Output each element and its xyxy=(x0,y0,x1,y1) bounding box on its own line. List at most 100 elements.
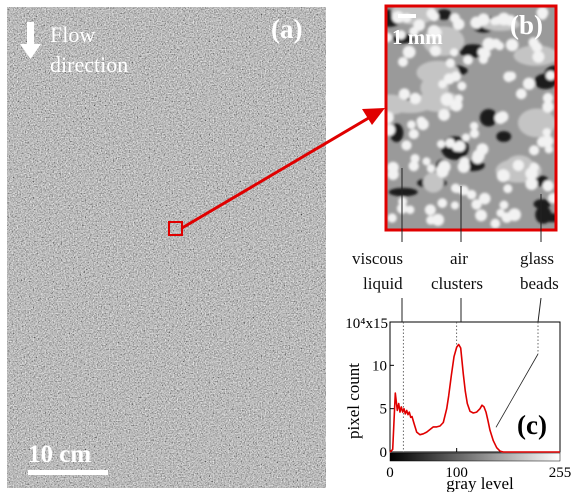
glass-bead xyxy=(532,51,545,63)
glass-bead xyxy=(437,139,446,149)
glass-bead xyxy=(478,54,489,64)
air-cluster xyxy=(387,94,409,115)
glass-bead xyxy=(542,180,554,192)
glass-bead xyxy=(542,101,554,113)
histogram-line xyxy=(389,343,560,453)
glass-bead xyxy=(438,160,451,174)
annotation-leader xyxy=(537,297,542,323)
glass-bead xyxy=(431,213,445,226)
glass-bead xyxy=(529,145,540,156)
glass-bead xyxy=(432,27,442,38)
glass-bead xyxy=(398,56,408,67)
glass-bead xyxy=(387,168,399,181)
glass-bead xyxy=(387,213,397,223)
liquid-pocket xyxy=(496,131,512,142)
liquid-pocket xyxy=(533,199,551,209)
glass-bead xyxy=(457,81,467,91)
glass-bead xyxy=(416,116,427,127)
glass-bead xyxy=(491,38,501,49)
glass-bead xyxy=(515,88,527,100)
glass-bead xyxy=(459,156,470,167)
glass-bead xyxy=(505,38,519,52)
glass-bead xyxy=(396,30,406,40)
x-tick-label: 100 xyxy=(445,465,468,481)
scale-bar-a-label: 10 cm xyxy=(28,441,91,468)
glass-bead xyxy=(475,209,488,222)
air-cluster xyxy=(422,172,444,193)
glass-bead xyxy=(470,16,483,29)
x-tick-label: 255 xyxy=(549,465,572,481)
glass-bead xyxy=(413,19,426,32)
glass-bead xyxy=(422,157,431,166)
glass-bead xyxy=(490,218,501,229)
glass-bead xyxy=(453,185,462,194)
glass-bead xyxy=(525,177,538,191)
glass-bead xyxy=(463,55,473,65)
liquid-pocket xyxy=(537,213,555,223)
glass-bead xyxy=(454,140,466,152)
glass-bead xyxy=(443,73,455,85)
liquid-pocket xyxy=(436,9,452,20)
glass-bead xyxy=(512,159,524,171)
zoom-source-box xyxy=(168,221,183,236)
glass-bead xyxy=(466,189,477,200)
x-tick-label: 0 xyxy=(386,465,394,481)
glass-bead xyxy=(408,128,419,140)
photo-b-frame xyxy=(384,4,558,232)
glass-bead xyxy=(387,123,396,136)
glass-bead xyxy=(471,199,482,210)
photo-a-texture xyxy=(7,7,326,488)
guide-line-glass xyxy=(495,353,539,428)
scale-bar-b-label: 1 mm xyxy=(392,25,443,49)
glass-bead xyxy=(387,111,394,124)
glass-bead xyxy=(450,201,460,210)
glass-bead xyxy=(542,135,554,147)
glass-bead xyxy=(449,13,460,24)
glass-bead xyxy=(387,32,393,43)
glass-bead xyxy=(501,212,513,223)
annotation-air-line2: clusters xyxy=(431,274,483,293)
glass-bead xyxy=(547,192,555,204)
glass-bead xyxy=(438,79,447,89)
panel-a-label: (a) xyxy=(271,14,302,44)
glass-bead xyxy=(544,145,554,154)
glass-bead xyxy=(537,9,548,20)
glass-bead xyxy=(503,184,513,194)
glass-bead xyxy=(493,15,503,25)
annotation-viscous-line1: viscous xyxy=(352,249,403,268)
glass-bead xyxy=(525,167,538,180)
histogram-chart: 0 5 10 10⁴x15 0 100 255 gray level pixel count (c… xyxy=(344,297,572,492)
glass-bead xyxy=(499,200,509,210)
flow-arrow-icon xyxy=(20,22,41,59)
annotation-glass-line2: beads xyxy=(520,274,559,293)
glass-bead xyxy=(445,58,456,68)
glass-bead xyxy=(445,138,455,148)
liquid-pocket xyxy=(388,187,418,197)
glass-bead xyxy=(461,133,471,142)
glass-bead xyxy=(402,45,416,59)
zoom-beads xyxy=(387,7,555,229)
glass-bead xyxy=(450,48,459,57)
glass-bead xyxy=(542,92,554,104)
annotations: viscous liquid air clusters glass beads xyxy=(352,249,559,293)
panel-c-label: (c) xyxy=(517,410,547,440)
glass-bead xyxy=(426,8,437,19)
y-tick-label: 10 xyxy=(372,358,387,374)
flow-label-line2: direction xyxy=(50,52,128,77)
scale-bar-b xyxy=(398,14,416,18)
glass-bead xyxy=(506,71,517,81)
glass-bead xyxy=(398,88,410,100)
panel-a: Flow direction (a) 10 cm xyxy=(7,7,326,488)
scale-bar-a xyxy=(28,470,108,475)
glass-bead xyxy=(426,164,436,173)
y-tick-label-top: 10⁴x15 xyxy=(345,316,388,332)
glass-bead xyxy=(407,120,416,129)
glass-bead xyxy=(469,129,480,139)
panel-b: 1 mm (b) xyxy=(384,4,558,232)
glass-bead xyxy=(469,121,479,131)
zoom-pointers xyxy=(401,168,542,242)
glass-bead xyxy=(472,149,485,162)
glass-bead xyxy=(405,205,415,214)
glass-bead xyxy=(454,94,464,103)
